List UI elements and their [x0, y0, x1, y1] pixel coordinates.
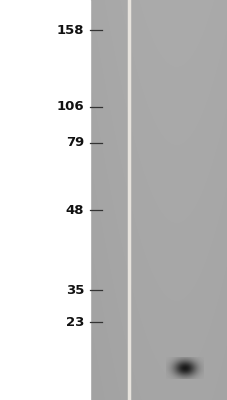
- Text: 23: 23: [65, 316, 84, 328]
- Bar: [0, 0, 90, 400]
- Text: 79: 79: [65, 136, 84, 150]
- Text: 158: 158: [56, 24, 84, 36]
- Text: 106: 106: [56, 100, 84, 114]
- Text: 48: 48: [65, 204, 84, 216]
- Text: 35: 35: [65, 284, 84, 296]
